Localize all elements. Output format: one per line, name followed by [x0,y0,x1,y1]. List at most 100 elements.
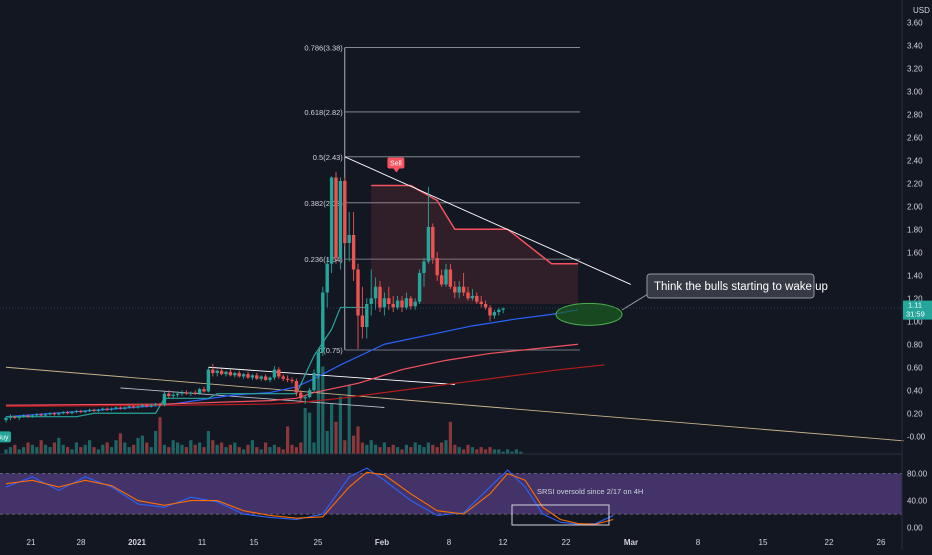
candle-body [87,409,92,411]
candle [57,412,61,416]
volume-bar [215,444,219,454]
rsi-tick-label: 40.00 [907,497,928,506]
candle [52,412,57,416]
volume-bar [114,440,118,454]
volume-bar [338,396,342,454]
volume-bar [365,444,369,454]
candle [263,374,268,382]
candle [259,375,263,382]
candle-body [180,392,184,394]
price-tick-label: 0.20 [907,409,923,418]
candle [228,369,233,377]
volume-bar [167,447,171,454]
trendline-layer [5,156,904,442]
volume-bar [44,444,48,454]
callout-box [646,273,815,299]
volume-bar [360,442,364,454]
volume-bar [228,444,232,454]
candle [492,309,497,319]
candle-body [338,180,343,258]
candle-body [237,373,241,377]
candle-body [299,392,303,399]
candle-body [400,300,404,308]
candle-body [30,415,35,417]
candle-body [158,404,162,406]
candle-body [373,286,378,299]
candle-body [307,390,312,398]
candle [145,404,149,408]
volume-bar [497,449,501,454]
candle [435,252,439,281]
volume-bar [316,362,320,454]
price-tick-label: 3.00 [907,87,923,96]
volume-bar [479,447,483,454]
candle [422,258,426,287]
volume-bar [272,444,276,454]
volume-bar [264,442,268,454]
countdown-label: 31:59 [906,310,925,319]
candle [448,263,453,290]
candle-body [378,286,382,308]
price-tick-label: -0.00 [907,432,926,441]
volume-bar [74,442,78,454]
signal-sell: Sell [387,157,405,173]
volume-bar [180,444,184,454]
volume-bar [475,449,479,454]
fib-level-label: 0(0.75) [319,346,343,355]
candle-body [39,414,43,416]
candle [246,371,250,379]
volume-bar [369,440,373,454]
volume-bar [189,440,193,454]
volume-bar [193,444,197,454]
candle [497,307,501,316]
candle [404,292,409,310]
moving-average-line [6,306,367,418]
time-tick-label: Mar [624,538,638,547]
volume-bar [136,437,140,454]
volume-bar [299,442,303,454]
volume-bar [224,447,228,454]
candle-body [343,180,347,244]
candle [140,404,145,408]
candle [431,223,435,264]
candle-body [65,412,70,414]
volume-bar [250,440,254,454]
candle-body [479,301,483,304]
candle-body [360,315,365,327]
candle-body [8,416,13,418]
candle [109,407,114,411]
volume-bar [343,440,347,454]
volume-bar [448,421,452,454]
candle-body [48,413,52,415]
candle [483,300,488,310]
candle [365,298,369,339]
candle [65,410,70,415]
candle-body [114,407,118,409]
candle [294,378,299,396]
signal-label: Sell [390,161,402,168]
candle-body [329,177,334,264]
price-tick-label: 1.80 [907,225,923,234]
volume-bar [237,447,241,454]
candle-body [439,275,444,285]
volume-bar [149,447,153,454]
time-tick-label: 22 [825,538,834,547]
candle [351,212,356,281]
candle-body [409,298,413,307]
candle [409,295,413,310]
volume-bar [96,449,100,454]
time-tick-label: 11 [198,538,207,547]
volume-bar [8,447,12,454]
candle [444,263,448,287]
volume-bar [506,449,510,454]
candle [35,413,39,417]
time-tick-label: 21 [27,538,36,547]
candle-body [351,235,356,270]
candle-body [492,312,497,316]
volume-bar [334,421,338,454]
volume-bar [391,444,395,454]
candle-body [149,405,153,407]
candle-body [255,375,259,379]
